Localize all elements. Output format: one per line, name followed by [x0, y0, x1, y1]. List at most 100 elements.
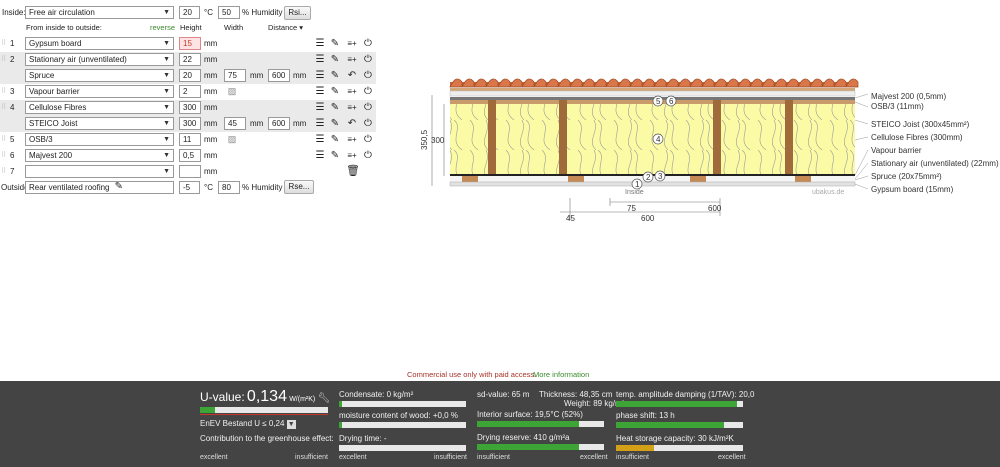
edit-pencil-icon[interactable]: ✎	[330, 86, 340, 97]
joist	[559, 100, 567, 176]
distance-header[interactable]: Distance ▾	[268, 23, 304, 32]
menu-icon[interactable]: ☰	[315, 54, 325, 65]
layer-material-select[interactable]: OSB/3	[25, 133, 174, 146]
layer-index: 7	[10, 167, 15, 176]
wrench-icon[interactable]: 🔧︎	[317, 393, 331, 404]
drag-handle-icon[interactable]: ⠿	[1, 168, 7, 175]
layer-width-input[interactable]: 45	[224, 117, 246, 130]
layer-height-input[interactable]: 2	[179, 85, 201, 98]
trash-icon[interactable]: 🗑︎	[346, 165, 360, 177]
rsi-button[interactable]: Rsi...	[284, 6, 311, 20]
outside-humidity-unit: % Humidity	[242, 183, 283, 192]
outside-condition-select[interactable]: Rear ventilated roofing ✎	[25, 181, 174, 194]
inside-temp-input[interactable]: 20	[179, 6, 200, 19]
standard-dropdown-icon[interactable]: ▼	[286, 420, 296, 429]
drag-handle-icon[interactable]: ⠿	[1, 152, 7, 159]
drag-handle-icon[interactable]: ⠿	[1, 56, 7, 63]
layer-index: 3	[10, 87, 15, 96]
layer-height-unit: mm	[204, 167, 218, 176]
layer-width-input[interactable]: 75	[224, 69, 246, 82]
layer-distance-input[interactable]: 600	[268, 69, 290, 82]
thickness-label: Thickness: 48,35 cm	[539, 390, 613, 399]
drag-handle-icon[interactable]: ⠿	[1, 88, 7, 95]
pencil-icon[interactable]: ✎	[114, 181, 123, 192]
condensate-label: Condensate: 0 kg/m²	[339, 390, 414, 399]
layer-height-input[interactable]: 15	[179, 37, 201, 50]
layer-height-unit: mm	[204, 87, 218, 96]
menu-icon[interactable]: ☰	[315, 134, 325, 145]
reverse-link[interactable]: reverse	[150, 23, 176, 32]
power-toggle-icon[interactable]: ⏻	[364, 70, 372, 81]
inside-condition-select[interactable]: Free air circulation	[25, 6, 174, 19]
drag-handle-icon[interactable]: ⠿	[1, 104, 7, 111]
rse-button[interactable]: Rse...	[284, 180, 314, 194]
layer-material-select[interactable]	[25, 165, 174, 178]
menu-icon[interactable]: ☰	[315, 38, 325, 49]
dim-600-top: 600	[708, 204, 722, 213]
scale-excellent-2: excellent	[339, 454, 367, 461]
layer-material-select[interactable]: Cellulose Fibres	[25, 101, 174, 114]
add-layer-icon[interactable]: ≡+	[347, 55, 357, 64]
layer-height-input[interactable]: 22	[179, 53, 201, 66]
menu-icon[interactable]: ☰	[315, 86, 325, 97]
edit-pencil-icon[interactable]: ✎	[330, 134, 340, 145]
layer-width-unit: mm	[250, 71, 264, 80]
menu-icon[interactable]: ☰	[315, 70, 325, 81]
add-layer-icon[interactable]: ≡+	[347, 87, 357, 96]
layer-index: 4	[10, 103, 15, 112]
layer-height-input[interactable]: 11	[179, 133, 201, 146]
hatch-pattern-icon[interactable]: ▨	[227, 134, 237, 144]
add-layer-icon[interactable]: ≡+	[347, 135, 357, 144]
power-toggle-icon[interactable]: ⏻	[364, 86, 372, 97]
scale-insufficient-1: insufficient	[295, 454, 328, 461]
more-info-link[interactable]: More information	[533, 370, 590, 379]
outside-temp-input[interactable]: -5	[179, 181, 200, 194]
add-layer-icon[interactable]: ≡+	[347, 103, 357, 112]
power-toggle-icon[interactable]: ⏻	[364, 150, 372, 161]
menu-icon[interactable]: ☰	[315, 102, 325, 113]
layer-material-select[interactable]: Vapour barrier	[25, 85, 174, 98]
power-toggle-icon[interactable]: ⏻	[364, 118, 372, 129]
power-toggle-icon[interactable]: ⏻	[364, 102, 372, 113]
inside-humidity-input[interactable]: 50	[218, 6, 240, 19]
layer-material-select[interactable]: Gypsum board	[25, 37, 174, 50]
drag-handle-icon[interactable]: ⠿	[1, 40, 7, 47]
results-panel: U-value: 0,134 W/(m²K) 🔧︎ EnEV Bestand U…	[0, 381, 1000, 467]
layer-height-unit: mm	[204, 71, 218, 80]
layer-height-input[interactable]: 0,5	[179, 149, 201, 162]
layer-index: 2	[10, 55, 15, 64]
legend-item: Spruce (20x75mm²)	[871, 172, 942, 181]
power-toggle-icon[interactable]: ⏻	[364, 38, 372, 49]
edit-pencil-icon[interactable]: ✎	[330, 150, 340, 161]
hatch-pattern-icon[interactable]: ▨	[227, 86, 237, 96]
layer-height-input[interactable]: 20	[179, 69, 201, 82]
edit-pencil-icon[interactable]: ✎	[330, 38, 340, 49]
outside-humidity-input[interactable]: 80	[218, 181, 240, 194]
layer-material-select[interactable]: STEICO Joist	[25, 117, 174, 130]
drag-handle-icon[interactable]: ⠿	[1, 136, 7, 143]
layer-material-select[interactable]: Stationary air (unventilated)	[25, 53, 174, 66]
edit-pencil-icon[interactable]: ✎	[330, 102, 340, 113]
insulation-pattern	[450, 104, 855, 174]
layer-material-select[interactable]: Spruce	[25, 69, 174, 82]
drying-reserve-bar	[477, 444, 604, 450]
add-layer-icon[interactable]: ≡+	[347, 39, 357, 48]
edit-pencil-icon[interactable]: ✎	[330, 70, 340, 81]
power-toggle-icon[interactable]: ⏻	[364, 54, 372, 65]
layer-height-input[interactable]: 300	[179, 101, 201, 114]
layer-height-input[interactable]	[179, 165, 201, 178]
undo-arrow-icon[interactable]: ↶	[347, 118, 357, 129]
undo-arrow-icon[interactable]: ↶	[347, 70, 357, 81]
edit-pencil-icon[interactable]: ✎	[330, 54, 340, 65]
menu-icon[interactable]: ☰	[315, 118, 325, 129]
layer-distance-input[interactable]: 600	[268, 117, 290, 130]
layer-index: 1	[10, 39, 15, 48]
diagram-legend: Majvest 200 (0,5mm)OSB/3 (11mm) STEICO Jo…	[871, 92, 999, 194]
legend-item: Vapour barrier	[871, 146, 922, 155]
add-layer-icon[interactable]: ≡+	[347, 151, 357, 160]
menu-icon[interactable]: ☰	[315, 150, 325, 161]
layer-material-select[interactable]: Majvest 200	[25, 149, 174, 162]
layer-height-input[interactable]: 300	[179, 117, 201, 130]
power-toggle-icon[interactable]: ⏻	[364, 134, 372, 145]
edit-pencil-icon[interactable]: ✎	[330, 118, 340, 129]
